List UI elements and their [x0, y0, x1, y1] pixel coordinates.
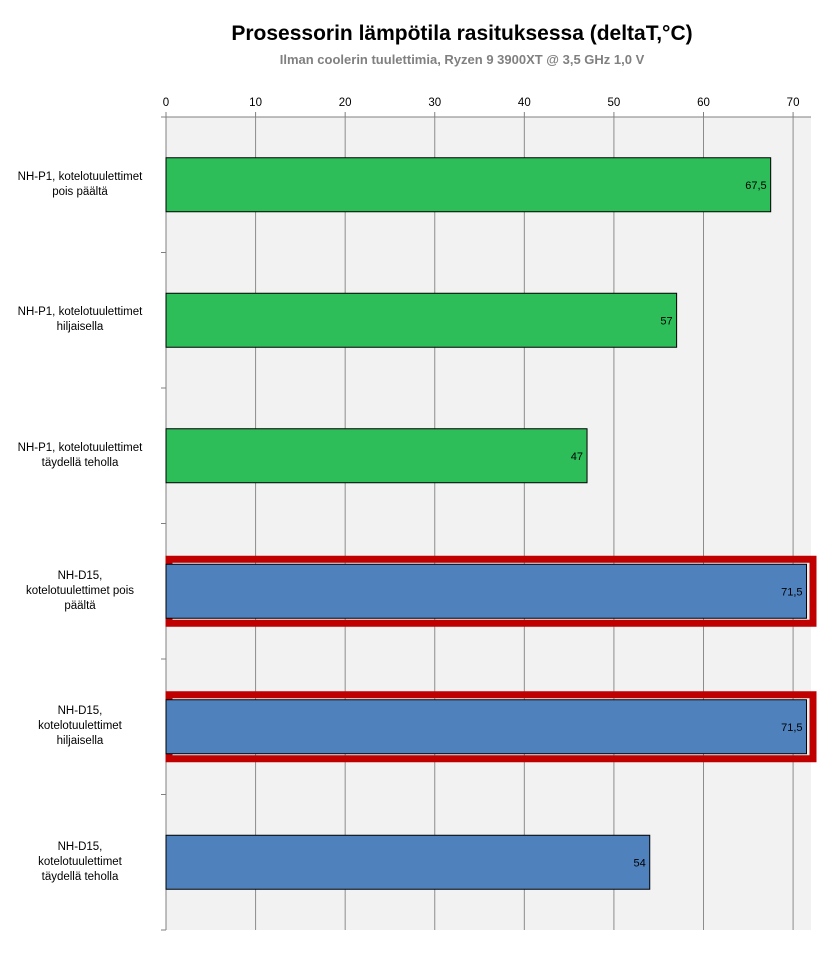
category-label: NH-P1, kotelotuulettimet pois päältä	[0, 170, 160, 200]
category-label-line: hiljaisella	[56, 735, 104, 748]
category-label-line: hiljaisella	[56, 321, 104, 334]
category-label-line: NH-D15,	[57, 705, 103, 718]
plot-area	[166, 117, 811, 930]
chart-subtitle: Ilman coolerin tuulettimia, Ryzen 9 3900…	[279, 52, 645, 67]
x-tick-label: 0	[163, 97, 169, 109]
bar	[165, 834, 651, 890]
x-tick-label: 60	[697, 97, 710, 109]
data-label: 71,5	[781, 586, 802, 598]
category-label-line: pois päältä	[52, 185, 108, 198]
x-tick-label: 40	[518, 97, 531, 109]
data-label: 54	[634, 857, 646, 869]
data-label: 71,5	[781, 722, 802, 734]
category-label: NH-D15, kotelotuulettimet pois päältä	[0, 569, 160, 614]
bar	[165, 157, 772, 213]
category-label: NH-D15, kotelotuulettimet täydellä teholla	[0, 840, 160, 885]
x-tick-label: 50	[608, 97, 621, 109]
data-label: 57	[660, 315, 672, 327]
data-label: 67,5	[745, 180, 766, 192]
bar	[165, 699, 808, 755]
category-label-line: täydellä teholla	[41, 870, 119, 883]
category-label-line: kotelotuulettimet pois	[25, 584, 135, 597]
category-label-line: NH-P1, kotelotuulettimet	[17, 441, 143, 454]
data-label: 47	[571, 451, 583, 463]
category-label-line: NH-P1, kotelotuulettimet	[17, 306, 143, 319]
chart-title: Prosessorin lämpötila rasituksessa (delt…	[231, 22, 693, 45]
category-label: NH-P1, kotelotuulettimet täydellä teholla	[0, 441, 160, 471]
category-label-line: NH-P1, kotelotuulettimet	[17, 170, 143, 183]
bar	[165, 292, 678, 348]
bar	[165, 428, 588, 484]
category-label: NH-P1, kotelotuulettimet hiljaisella	[0, 305, 160, 335]
category-label-line: NH-D15,	[57, 569, 103, 582]
x-tick-label: 30	[428, 97, 441, 109]
category-label-line: kotelotuulettimet	[38, 855, 122, 868]
category-label-line: päältä	[64, 599, 96, 612]
category-label-line: täydellä teholla	[41, 456, 119, 469]
bar	[165, 563, 808, 619]
x-tick-label: 20	[339, 97, 352, 109]
category-label-line: NH-D15,	[57, 840, 103, 853]
category-label-line: kotelotuulettimet	[38, 720, 122, 733]
x-tick-label: 70	[787, 97, 800, 109]
x-tick-label: 10	[249, 97, 262, 109]
category-label: NH-D15, kotelotuulettimet hiljaisella	[0, 704, 160, 749]
